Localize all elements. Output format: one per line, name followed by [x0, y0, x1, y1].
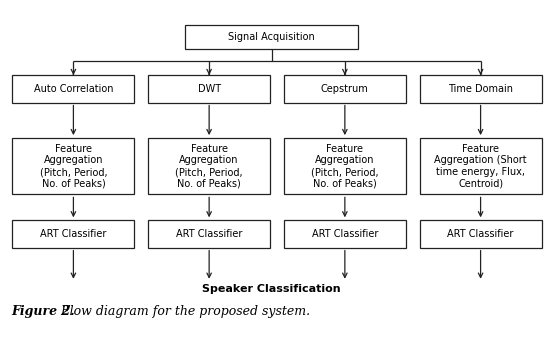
FancyBboxPatch shape [284, 138, 406, 194]
Text: ART Classifier: ART Classifier [312, 229, 378, 239]
FancyBboxPatch shape [419, 138, 542, 194]
Text: Feature
Aggregation
(Pitch, Period,
No. of Peaks): Feature Aggregation (Pitch, Period, No. … [311, 144, 379, 189]
FancyBboxPatch shape [148, 220, 270, 248]
FancyBboxPatch shape [284, 220, 406, 248]
Text: DWT: DWT [198, 84, 220, 94]
Text: Cepstrum: Cepstrum [321, 84, 369, 94]
Text: Feature
Aggregation
(Pitch, Period,
No. of Peaks): Feature Aggregation (Pitch, Period, No. … [39, 144, 107, 189]
FancyBboxPatch shape [148, 138, 270, 194]
FancyBboxPatch shape [419, 75, 542, 103]
Text: Feature
Aggregation
(Pitch, Period,
No. of Peaks): Feature Aggregation (Pitch, Period, No. … [175, 144, 243, 189]
Text: Time Domain: Time Domain [448, 84, 513, 94]
Text: Figure 2.: Figure 2. [11, 305, 75, 318]
Text: Feature
Aggregation (Short
time energy, Flux,
Centroid): Feature Aggregation (Short time energy, … [434, 144, 527, 189]
Text: ART Classifier: ART Classifier [40, 229, 106, 239]
Text: ART Classifier: ART Classifier [176, 229, 242, 239]
FancyBboxPatch shape [148, 75, 270, 103]
FancyBboxPatch shape [12, 138, 135, 194]
Text: Flow diagram for the proposed system.: Flow diagram for the proposed system. [57, 305, 310, 318]
FancyBboxPatch shape [284, 75, 406, 103]
FancyBboxPatch shape [12, 220, 135, 248]
Text: Speaker Classification: Speaker Classification [202, 284, 341, 294]
Text: Signal Acquisition: Signal Acquisition [228, 32, 315, 42]
FancyBboxPatch shape [184, 25, 358, 49]
FancyBboxPatch shape [12, 75, 135, 103]
Text: ART Classifier: ART Classifier [448, 229, 514, 239]
Text: Auto Correlation: Auto Correlation [34, 84, 113, 94]
FancyBboxPatch shape [419, 220, 542, 248]
